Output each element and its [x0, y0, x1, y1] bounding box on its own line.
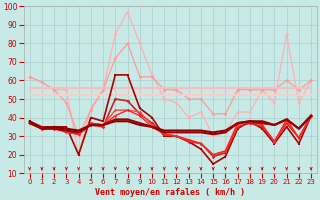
X-axis label: Vent moyen/en rafales ( km/h ): Vent moyen/en rafales ( km/h ): [95, 188, 245, 197]
